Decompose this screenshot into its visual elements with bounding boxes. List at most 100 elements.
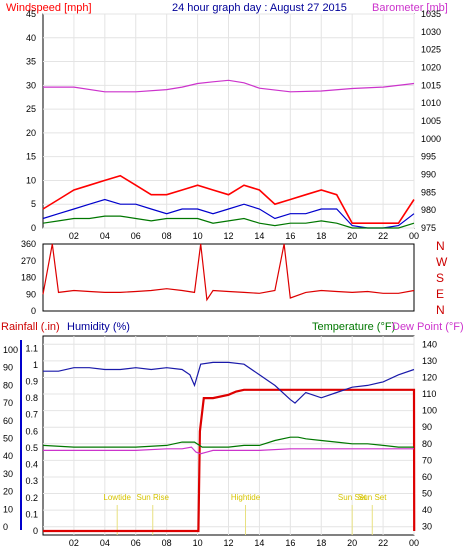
series-barometer (43, 79, 415, 93)
humidity-tick-label: 50 (3, 434, 13, 444)
series-average (42, 215, 415, 229)
temperature-tick-label: 120 (422, 372, 437, 382)
hour-tick-label: 10 (193, 538, 203, 548)
direction-series (42, 243, 415, 302)
temperature-tick-label: 30 (422, 522, 432, 532)
hour-tick-label: 14 (254, 231, 264, 241)
barometer-tick-label: 980 (421, 205, 436, 215)
barometer-tick-label: 1005 (421, 116, 441, 126)
rainfall-tick-label: 1 (33, 360, 38, 370)
rainfall-tick-label: 0 (33, 526, 38, 536)
temperature-tick-label: 90 (422, 422, 432, 432)
hour-tick-label: 06 (131, 538, 141, 548)
windspeed-tick-label: 10 (26, 175, 36, 185)
windspeed-tick-label: 5 (31, 199, 36, 209)
direction-panel-frame (42, 243, 415, 312)
windspeed-tick-label: 25 (26, 104, 36, 114)
barometer-tick-label: 1000 (421, 134, 441, 144)
hour-tick-label: 20 (347, 231, 357, 241)
humidity-tick-label: 20 (3, 487, 13, 497)
hour-tick-label: 14 (254, 538, 264, 548)
hour-tick-label: 02 (69, 231, 79, 241)
rainfall-tick-label: 0.5 (25, 443, 38, 453)
hour-tick-label: 00 (409, 231, 419, 241)
rainfall-tick-label: 1.1 (25, 343, 38, 353)
series-rainfall (43, 388, 416, 533)
windspeed-tick-label: 20 (26, 128, 36, 138)
windspeed-tick-label: 30 (26, 80, 36, 90)
direction-tick-label: 90 (26, 289, 36, 299)
compass-letter: W (436, 255, 448, 269)
event-label: Lowtide (103, 493, 131, 502)
temperature-tick-label: 50 (422, 489, 432, 499)
windspeed-tick-label: 0 (31, 223, 36, 233)
hour-tick-label: 10 (193, 231, 203, 241)
hour-tick-label: 08 (162, 538, 172, 548)
hour-tick-label: 00 (409, 538, 419, 548)
event-label: Sun Rise (137, 493, 170, 502)
rainfall-tick-label: 0.8 (25, 393, 38, 403)
direction-tick-label: 270 (21, 256, 36, 266)
humidity-tick-label: 80 (3, 380, 13, 390)
rainfall-tick-label: 0.3 (25, 476, 38, 486)
hour-tick-label: 16 (285, 538, 295, 548)
compass-letter: E (436, 287, 444, 301)
temperature-tick-label: 80 (422, 439, 432, 449)
barometer-tick-label: 1015 (421, 80, 441, 90)
barometer-tick-label: 1030 (421, 27, 441, 37)
hour-tick-label: 12 (223, 231, 233, 241)
hour-tick-label: 12 (223, 538, 233, 548)
event-label: Sun Set (358, 493, 387, 502)
hour-tick-label: 22 (378, 538, 388, 548)
hour-tick-label: 04 (100, 538, 110, 548)
lower-axis-ticks: 3040506070809010011012013014000.10.20.30… (3, 339, 437, 548)
barometer-tick-label: 990 (421, 170, 436, 180)
direction-tick-label: 360 (21, 239, 36, 249)
temperature-axis-label: Temperature (°F) (312, 321, 395, 333)
hour-tick-label: 16 (285, 231, 295, 241)
compass-letter: N (436, 303, 445, 317)
barometer-tick-label: 995 (421, 152, 436, 162)
wind-series (42, 79, 415, 229)
direction-tick-label: 0 (31, 306, 36, 316)
temperature-tick-label: 110 (422, 389, 436, 399)
hour-tick-label: 18 (316, 231, 326, 241)
hour-tick-label: 04 (100, 231, 110, 241)
wind-axis-ticks: 0510152025303540459759809859909951000100… (26, 9, 441, 241)
barometer-tick-label: 1035 (421, 9, 441, 19)
temperature-tick-label: 70 (422, 455, 432, 465)
barometer-axis-label: Barometer [mb] (372, 2, 448, 14)
humidity-tick-label: 100 (3, 345, 18, 355)
rainfall-tick-label: 0.2 (25, 493, 38, 503)
temperature-tick-label: 40 (422, 505, 432, 515)
temperature-tick-label: 140 (422, 339, 437, 349)
windspeed-tick-label: 15 (26, 152, 36, 162)
series-humidity (43, 361, 415, 404)
windspeed-tick-label: 35 (26, 57, 36, 67)
rainfall-tick-label: 0.6 (25, 426, 38, 436)
compass-letter: S (436, 271, 444, 285)
humidity-tick-label: 60 (3, 416, 13, 426)
windspeed-tick-label: 45 (26, 9, 36, 19)
barometer-tick-label: 975 (421, 223, 436, 233)
humidity-axis-label: Humidity (%) (67, 321, 130, 333)
series-temperature (42, 436, 414, 448)
humidity-tick-label: 10 (3, 504, 13, 514)
event-label: Sun Set (338, 493, 367, 502)
temperature-tick-label: 60 (422, 472, 432, 482)
series-windspeed (42, 174, 415, 224)
humidity-tick-label: 90 (3, 363, 13, 373)
rainfall-axis-label: Rainfall (.in) (1, 321, 60, 333)
windspeed-axis-label: Windspeed [mph] (6, 2, 92, 14)
hour-tick-label: 08 (162, 231, 172, 241)
hour-tick-label: 18 (316, 538, 326, 548)
series-wind-direction (42, 243, 415, 302)
barometer-tick-label: 1025 (421, 45, 441, 55)
chart-title: 24 hour graph day : August 27 2015 (172, 2, 347, 14)
rainfall-tick-label: 0.7 (25, 410, 38, 420)
rainfall-tick-label: 0.9 (25, 377, 38, 387)
humidity-tick-label: 70 (3, 398, 13, 408)
